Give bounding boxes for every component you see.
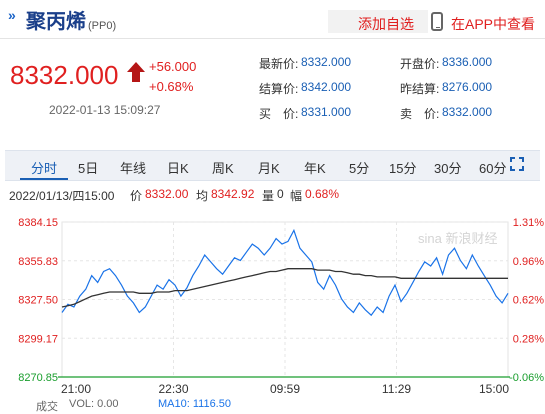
x-tick-label: 15:00	[479, 382, 509, 395]
field-value-open: 8336.000	[442, 55, 493, 69]
tab-monthly-k[interactable]: 月K	[258, 161, 280, 176]
fullscreen-icon[interactable]	[510, 157, 524, 171]
info-avg-label: 均	[196, 189, 209, 203]
quote-time: 2022-01-13 15:09:27	[49, 103, 161, 117]
tab-daily-k[interactable]: 日K	[167, 161, 189, 176]
info-amp-label: 幅	[290, 189, 303, 203]
field-label-settle: 结算价:	[259, 82, 299, 96]
field-value-bid: 8331.000	[301, 105, 352, 119]
y-tick-label-pct: 0.28%	[513, 333, 544, 345]
intraday-chart[interactable]: sina 新浪财经 8384.15 1.31% 8355.83 0.96% 8327.5…	[0, 205, 545, 395]
chart-axis-labels: 8384.15 1.31% 8355.83 0.96% 8327.50 0.62% 8299…	[18, 217, 544, 395]
instrument-code: (PP0)	[88, 20, 117, 32]
y-tick-label-pct: 0.96%	[513, 256, 544, 268]
chart-tab-bar	[5, 150, 540, 181]
price-change: +56.000	[149, 59, 197, 74]
x-tick-label: 21:00	[61, 382, 91, 395]
x-tick-label: 09:59	[270, 382, 300, 395]
view-in-app-link[interactable]: 在APP中查看	[451, 16, 536, 32]
y-tick-label: 8384.15	[18, 217, 58, 229]
active-tab-indicator	[20, 178, 68, 180]
field-label-prev-settle: 昨结算:	[400, 82, 440, 96]
y-tick-label: 8327.50	[18, 295, 58, 307]
info-price: 8332.00	[145, 187, 189, 201]
volume-value: VOL: 0.00	[69, 398, 119, 410]
y-tick-label-pct: 1.31%	[513, 217, 544, 229]
tab-30min[interactable]: 30分	[434, 161, 462, 176]
volume-label: 成交	[36, 401, 58, 413]
volume-ma10: MA10: 1116.50	[158, 398, 231, 410]
info-datetime: 2022/01/13/四15:00	[9, 189, 115, 203]
x-tick-label: 11:29	[382, 382, 411, 395]
average-line	[61, 268, 508, 308]
tab-year-line[interactable]: 年线	[120, 161, 147, 176]
info-price-label: 价	[130, 189, 143, 203]
current-price: 8332.000	[10, 60, 119, 90]
field-label-bid: 买 价:	[259, 107, 299, 121]
info-amp: 0.68%	[305, 187, 340, 201]
chart-lines	[61, 228, 509, 317]
y-tick-label-pct: -0.06%	[509, 372, 544, 384]
info-avg: 8342.92	[211, 187, 255, 201]
add-watchlist-button-bg[interactable]	[328, 10, 428, 33]
tab-15min[interactable]: 15分	[389, 161, 417, 176]
tab-intraday[interactable]: 分时	[31, 161, 58, 176]
tab-60min[interactable]: 60分	[479, 161, 507, 176]
field-value-ask: 8332.000	[442, 105, 493, 119]
info-vol: 0	[277, 187, 284, 201]
price-change-percent: +0.68%	[149, 79, 194, 94]
instrument-name: 聚丙烯	[26, 11, 86, 33]
tab-weekly-k[interactable]: 周K	[212, 161, 234, 176]
field-label-ask: 卖 价:	[400, 107, 440, 121]
header-divider	[0, 38, 545, 39]
tab-yearly-k[interactable]: 年K	[304, 161, 326, 176]
up-arrow-icon	[127, 62, 145, 82]
field-label-latest: 最新价:	[259, 57, 299, 71]
tab-5day[interactable]: 5日	[78, 161, 99, 176]
prefix-arrows-icon: »	[8, 7, 16, 23]
field-label-open: 开盘价:	[400, 57, 440, 71]
chart-grid	[58, 221, 510, 378]
y-tick-label: 8270.85	[18, 372, 58, 384]
field-value-latest: 8332.000	[301, 55, 352, 69]
field-value-prev-settle: 8276.000	[442, 80, 493, 94]
info-vol-label: 量	[262, 189, 275, 203]
y-tick-label: 8299.17	[18, 333, 58, 345]
tab-5min[interactable]: 5分	[349, 161, 370, 176]
add-watchlist-button[interactable]: 添加自选	[358, 16, 414, 32]
watermark: sina 新浪财经	[418, 231, 497, 246]
price-line	[61, 228, 509, 317]
field-value-settle: 8342.000	[301, 80, 352, 94]
phone-icon[interactable]	[431, 12, 443, 31]
y-tick-label-pct: 0.62%	[513, 295, 544, 307]
y-tick-label: 8355.83	[18, 256, 58, 268]
x-tick-label: 22:30	[158, 382, 188, 395]
